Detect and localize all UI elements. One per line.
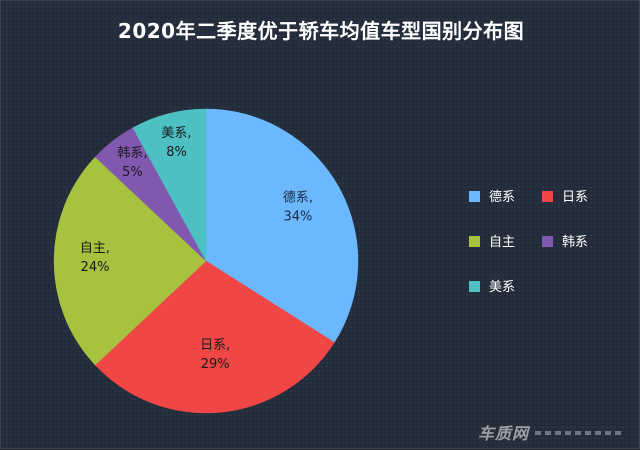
watermark-logo: 车质网 <box>478 420 625 444</box>
legend-swatch-4 <box>469 281 480 292</box>
data-label-1: 日系, 29% <box>200 338 230 372</box>
legend-label-1: 日系 <box>562 190 589 205</box>
data-label-4: 美系, 8% <box>161 126 191 160</box>
chart-title: 2020年二季度优于轿车均值车型国别分布图 <box>117 19 525 43</box>
data-label-3: 韩系, 5% <box>117 146 147 180</box>
legend-item-2: 自主 <box>469 235 515 251</box>
data-label-0: 德系, 34% <box>283 191 313 225</box>
pie-slice-0 <box>205 108 359 343</box>
legend-label-3: 韩系 <box>562 235 589 250</box>
pie-slice-4 <box>132 108 207 262</box>
legend-item-4: 美系 <box>469 280 515 296</box>
legend-swatch-3 <box>542 236 553 247</box>
data-label-2: 自主, 24% <box>80 241 110 275</box>
legend-swatch-2 <box>469 236 480 247</box>
legend-swatch-1 <box>542 191 553 202</box>
legend-item-1: 日系 <box>542 190 588 206</box>
pie-slice-1 <box>94 260 335 414</box>
legend-label-2: 自主 <box>489 235 516 250</box>
legend-swatch-0 <box>469 191 480 202</box>
pie-slice-2 <box>53 156 207 366</box>
legend-item-3: 韩系 <box>542 235 588 251</box>
legend-item-0: 德系 <box>469 190 515 206</box>
legend-label-0: 德系 <box>489 190 516 205</box>
legend-label-4: 美系 <box>489 280 516 295</box>
watermark-text: 车质网 <box>477 424 529 443</box>
